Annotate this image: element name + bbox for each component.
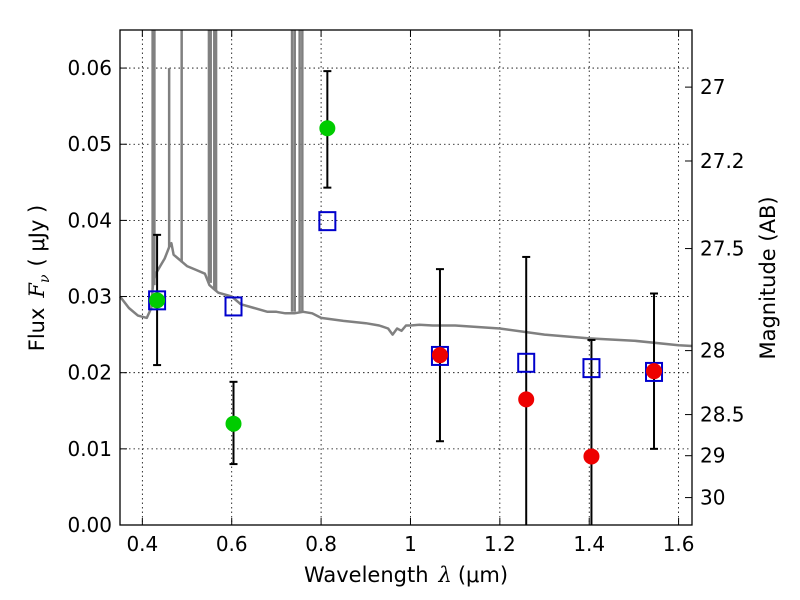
y-axis-ticks: 0.00 0.01 0.02 0.03 0.04 0.05 0.06 bbox=[67, 56, 127, 537]
y-axis-unit: ( μJy ) bbox=[25, 205, 49, 267]
sed-model-line bbox=[119, 241, 693, 348]
model-photometry-square bbox=[318, 211, 337, 232]
y2-tick-label: 28.5 bbox=[700, 403, 745, 427]
sed-model-curve bbox=[119, 30, 693, 348]
y2-tick-label: 30 bbox=[700, 486, 725, 510]
x-tick-label: 1.2 bbox=[484, 532, 516, 556]
data-point bbox=[583, 448, 600, 465]
x-tick-label: 1.4 bbox=[573, 532, 605, 556]
svg-text:FluxFν( μJy ): Flux Fν ( μJy ) bbox=[25, 205, 53, 351]
plot-frame bbox=[119, 29, 693, 526]
x-axis-symbol: λ bbox=[438, 563, 452, 587]
model-photometry-markers bbox=[148, 211, 664, 382]
model-photometry-square bbox=[645, 361, 664, 382]
y-tick-label: 0.02 bbox=[67, 361, 112, 385]
y-tick-label: 0.03 bbox=[67, 285, 112, 309]
data-point bbox=[319, 120, 336, 137]
x-tick-label: 0.8 bbox=[305, 532, 337, 556]
y2-axis-title-text: Magnitude (AB) bbox=[756, 196, 780, 359]
x-tick-label: 1 bbox=[404, 532, 417, 556]
model-photometry-square bbox=[517, 352, 536, 373]
y-tick-label: 0.05 bbox=[67, 132, 112, 156]
data-point bbox=[225, 415, 242, 432]
y2-tick-label: 29 bbox=[700, 444, 725, 468]
x-tick-label: 0.6 bbox=[216, 532, 248, 556]
x-axis-ticks: 0.4 0.6 0.8 1 1.2 1.4 1.6 bbox=[126, 30, 695, 556]
model-photometry-square bbox=[430, 345, 449, 366]
y-tick-label: 0.06 bbox=[67, 56, 112, 80]
y2-tick-label: 27.2 bbox=[700, 149, 745, 173]
data-point bbox=[149, 292, 166, 309]
model-photometry-square bbox=[582, 358, 601, 379]
y-axis-title-text: Flux bbox=[25, 308, 49, 352]
y-tick-label: 0.04 bbox=[67, 208, 112, 232]
model-photometry-square bbox=[224, 296, 243, 317]
y-axis-subscript: ν bbox=[37, 274, 53, 283]
x-tick-label: 1.6 bbox=[663, 532, 695, 556]
y-tick-label: 0.00 bbox=[67, 513, 112, 537]
x-axis-title-text: Wavelength bbox=[304, 563, 429, 587]
x-tick-label: 0.4 bbox=[126, 532, 158, 556]
y-tick-label: 0.01 bbox=[67, 437, 112, 461]
y2-tick-label: 27 bbox=[700, 75, 725, 99]
data-point bbox=[431, 347, 448, 364]
y-axis-title: Flux Fν ( μJy ) bbox=[25, 205, 53, 351]
y2-tick-label: 28 bbox=[700, 339, 725, 363]
y2-axis-title: Magnitude (AB) bbox=[756, 196, 780, 359]
data-point bbox=[518, 391, 535, 408]
y-axis-symbol: F bbox=[25, 282, 49, 299]
y2-tick-label: 27.5 bbox=[700, 237, 745, 261]
x-axis-title: Wavelength λ (μm) bbox=[304, 563, 508, 587]
observed-points bbox=[149, 120, 663, 465]
y2-axis-ticks: 27 27.2 27.5 28 28.5 29 30 bbox=[685, 75, 745, 510]
data-point bbox=[646, 363, 663, 380]
x-axis-unit: (μm) bbox=[458, 563, 508, 587]
